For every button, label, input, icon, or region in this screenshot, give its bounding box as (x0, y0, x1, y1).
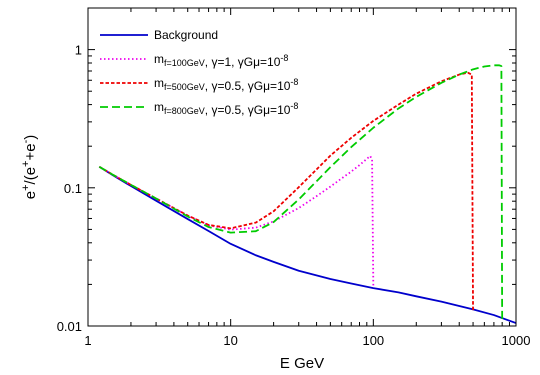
x-axis-label: E GeV (280, 355, 324, 372)
series-line-0 (98, 165, 517, 324)
legend-label-1: mf=100GeV, γ=1, γGμ=10-8 (154, 52, 288, 69)
y-tick-label: 0.01 (57, 319, 82, 334)
series-line-1 (98, 155, 375, 288)
legend-label-3: mf=800GeV, γ=0.5, γGμ=10-8 (154, 100, 298, 117)
series-line-3 (98, 64, 504, 324)
x-tick-label: 100 (362, 333, 384, 348)
y-tick-label: 0.1 (64, 181, 82, 196)
legend-label-0: Background (154, 28, 218, 42)
series-line-2 (98, 71, 474, 311)
svg-text:e+/(e++e-): e+/(e++e-) (20, 135, 39, 200)
legend: Background mf=100GeV, γ=1, γGμ=10-8 mf=500… (100, 28, 298, 117)
axis-ticks: 1 10 100 1000 0.01 0.1 1 (57, 7, 531, 348)
y-axis-label: e+/(e++e-) (20, 135, 39, 200)
legend-label-2: mf=500GeV, γ=0.5, γGμ=10-8 (154, 76, 298, 93)
plot-frame (87, 7, 517, 327)
x-tick-label: 1 (84, 333, 91, 348)
plot-series (98, 64, 517, 324)
x-tick-label: 1000 (502, 333, 531, 348)
x-tick-label: 10 (223, 333, 237, 348)
y-tick-label: 1 (75, 43, 82, 58)
